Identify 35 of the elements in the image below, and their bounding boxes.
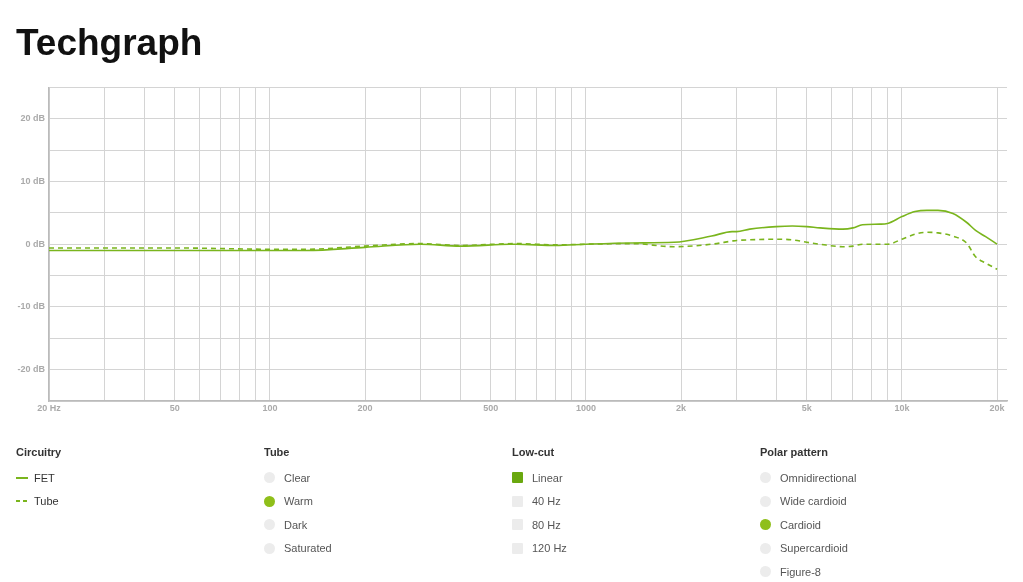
text: Saturated [284, 541, 332, 556]
x-tick-label: 100 [262, 402, 278, 413]
legend-label: FET [33, 470, 56, 486]
x-tick-label: 5k [801, 402, 813, 413]
text: Tube [264, 445, 291, 460]
x-tick-label: 10k [894, 402, 911, 413]
x-tick-label: 20k [989, 402, 1006, 413]
x-tick-label: 20 Hz [37, 402, 62, 413]
text: Supercardioid [780, 541, 848, 556]
x-tick-label: 2k [676, 402, 688, 413]
text: Polar pattern [760, 445, 829, 460]
y-tick-label: 10 dB [20, 175, 46, 186]
text: 80 Hz [532, 517, 561, 532]
y-tick-label: 20 dB [20, 113, 46, 124]
text: Linear [532, 470, 563, 485]
text: Warm [284, 494, 313, 509]
text: Low-cut [512, 445, 556, 460]
text: Cardioid [780, 517, 821, 532]
y-tick-label: -10 dB [17, 301, 46, 312]
text: Dark [284, 517, 308, 532]
legend-title: Circuitry [16, 445, 63, 460]
text: Wide cardioid [780, 494, 847, 509]
y-tick-label: 0 dB [25, 238, 46, 249]
x-tick-label: 500 [483, 402, 499, 413]
text: Omnidirectional [780, 470, 857, 485]
y-tick-label: -20 dB [17, 364, 46, 375]
chart-title: Techgraph [15, 21, 204, 65]
text: 120 Hz [532, 541, 567, 556]
legend-label: Tube [33, 494, 60, 510]
x-tick-label: 200 [357, 402, 373, 413]
x-tick-label: 50 [169, 402, 180, 413]
text: 40 Hz [532, 494, 561, 509]
x-tick-label: 1000 [575, 402, 596, 413]
text: Clear [284, 470, 311, 485]
text: Figure-8 [780, 564, 821, 579]
